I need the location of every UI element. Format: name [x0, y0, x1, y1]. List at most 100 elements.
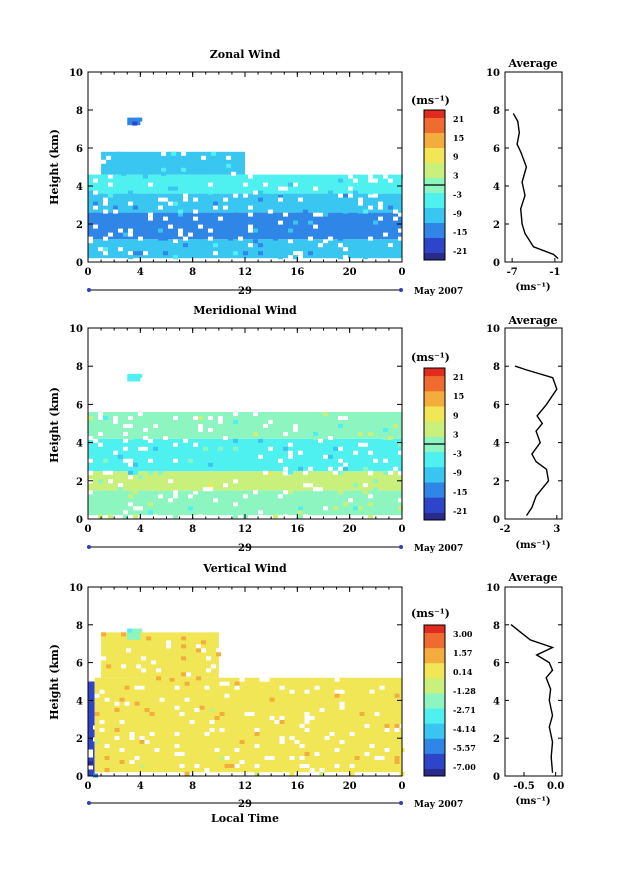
heatmap-cell [128, 190, 133, 195]
heatmap-cell [119, 681, 125, 686]
heatmap-cell [203, 178, 208, 183]
heatmap-cell [193, 479, 198, 484]
y-tick-label: 4 [76, 439, 83, 450]
heatmap-gap-cell [258, 510, 263, 515]
heatmap-gap-cell [129, 735, 135, 740]
x-tick-label: 20 [343, 524, 357, 535]
meridional-wind-colorbar-unit: (ms⁻¹) [411, 351, 450, 364]
heatmap-cell [264, 705, 270, 710]
heatmap-cell [233, 420, 238, 425]
average-profile-point [518, 132, 520, 134]
avg-x-tick-label: -2 [499, 524, 510, 535]
heatmap-cell [279, 719, 285, 724]
heatmap-cell [233, 212, 238, 217]
heatmap-cell [218, 446, 223, 451]
heatmap-cell [333, 224, 338, 229]
meridional-wind-average: Average 0 2 4 6 8 10 -2 3 (ms⁻¹) [486, 314, 563, 551]
heatmap-gap-cell [314, 685, 320, 690]
heatmap-gap-cell [208, 487, 213, 492]
heatmap-cell [133, 462, 138, 467]
heatmap-cell [188, 201, 193, 206]
y-tick-label: 4 [76, 182, 83, 193]
heatmap-cell [298, 510, 303, 515]
heatmap-cell [358, 228, 363, 233]
colorbar-segment [424, 447, 445, 453]
heatmap-gap-cell [208, 236, 213, 241]
heatmap-gap-cell [348, 186, 353, 191]
heatmap-cell [393, 424, 398, 429]
heatmap-gap-cell [118, 228, 123, 233]
meridional-wind-day-label: 29 [238, 543, 252, 554]
heatmap-cell [373, 479, 378, 484]
heatmap-cell [148, 446, 153, 451]
heatmap-cell [338, 255, 343, 260]
heatmap-gap-cell [193, 490, 198, 495]
x-tick-label: 8 [189, 781, 196, 792]
heatmap-cell [339, 685, 345, 690]
heatmap-gap-cell [224, 681, 230, 686]
colorbar-tick-label: -21 [453, 506, 467, 516]
heatmap-gap-cell [334, 677, 340, 682]
zonal-wind-colorbar-ticks: 21 15 9 3 -3 -9 -15 -21 [453, 114, 467, 256]
colorbar-segment [424, 181, 445, 186]
heatmap-cell [154, 755, 160, 760]
heatmap-cell [88, 454, 93, 459]
heatmap-cell [239, 711, 245, 716]
average-profile-point [548, 726, 550, 728]
heatmap-cell [319, 759, 325, 764]
heatmap-cell [211, 660, 217, 665]
colorbar-segment [424, 147, 445, 152]
heatmap-cell [249, 755, 255, 760]
heatmap-cell [121, 171, 127, 176]
colorbar-segment [424, 628, 445, 634]
heatmap-cell [203, 228, 208, 233]
colorbar-segment [424, 113, 445, 118]
heatmap-cell [253, 432, 258, 437]
heatmap-cell [368, 514, 373, 519]
heatmap-gap-cell [324, 735, 330, 740]
colorbar-segment [424, 647, 445, 652]
heatmap-gap-cell [364, 771, 370, 776]
heatmap-gap-cell [253, 490, 258, 495]
heatmap-cell [196, 167, 202, 172]
colorbar-tick-label: -3 [453, 189, 462, 199]
heatmap-gap-cell [338, 416, 343, 421]
heatmap-cell [114, 707, 120, 712]
colorbar-tick-label: -21 [453, 246, 467, 256]
heatmap-cell [368, 506, 373, 511]
zonal-wind-average: Average 0 2 4 6 8 10 -7 -1 (ms⁻¹) [486, 57, 563, 293]
heatmap-gap-cell [128, 475, 133, 480]
average-profile-point [529, 639, 531, 641]
heatmap-gap-cell [208, 228, 213, 233]
colorbar-segment [424, 463, 445, 468]
heatmap-cell [158, 236, 163, 241]
heatmap-gap-cell [233, 412, 238, 417]
colorbar-segment [424, 222, 445, 227]
heatmap-gap-cell [93, 224, 98, 229]
heatmap-gap-cell [269, 715, 275, 720]
average-profile-point [545, 403, 548, 405]
heatmap-gap-cell [211, 664, 217, 669]
heatmap-gap-cell [119, 747, 125, 752]
heatmap-gap-cell [173, 458, 178, 463]
average-profile-point [517, 120, 519, 122]
heatmap-cell [133, 205, 138, 210]
heatmap-gap-cell [193, 209, 198, 214]
heatmap-cell [228, 416, 233, 421]
zonal-wind-average-x-ticks: -7 -1 [507, 258, 560, 278]
average-profile-point [535, 495, 537, 497]
vertical-wind-date-label: May 2007 [414, 800, 463, 810]
colorbar-segment [424, 128, 445, 133]
heatmap-cell [219, 711, 225, 716]
heatmap-cell [139, 689, 145, 694]
heatmap-cell [128, 487, 133, 492]
vertical-wind-colorbar [423, 624, 446, 777]
heatmap-gap-cell [383, 232, 388, 237]
average-profile-point [536, 654, 538, 656]
heatmap-gap-cell [128, 232, 133, 237]
heatmap-cell [298, 212, 303, 217]
heatmap-cell [288, 228, 293, 233]
heatmap-gap-cell [93, 205, 98, 210]
heatmap-gap-cell [168, 201, 173, 206]
heatmap-cell [273, 514, 278, 519]
